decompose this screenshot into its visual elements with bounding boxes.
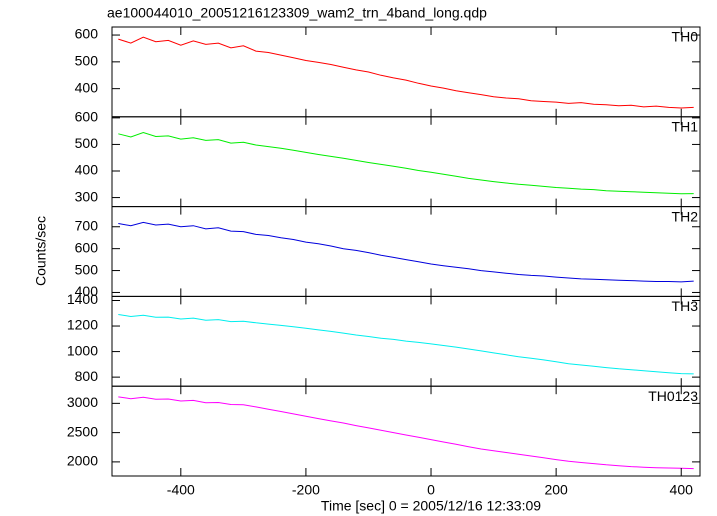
- y-tick-label: 700: [75, 217, 99, 233]
- panel-frame: [111, 206, 701, 297]
- y-tick-label: 600: [75, 26, 99, 42]
- panel-frame: [111, 385, 701, 477]
- panel-frame: [111, 26, 701, 118]
- y-tick-label: 600: [75, 239, 99, 255]
- data-line: [118, 36, 694, 109]
- x-tick-label: 400: [670, 482, 694, 498]
- y-tick-label: 800: [75, 368, 99, 384]
- y-tick-label: 1200: [67, 317, 98, 333]
- y-tick-label: 1000: [67, 342, 98, 358]
- panel-label: TH2: [672, 208, 699, 224]
- y-tick-label: 300: [75, 188, 99, 204]
- y-tick-label: 2500: [67, 423, 98, 439]
- y-tick-label: 500: [75, 135, 99, 151]
- data-line: [118, 314, 694, 375]
- panel-label: TH0123: [648, 388, 698, 404]
- x-tick-label: 200: [544, 482, 568, 498]
- y-tick-label: 500: [75, 53, 99, 69]
- y-tick-label: 400: [75, 283, 99, 299]
- y-tick-label: 600: [75, 109, 99, 125]
- y-tick-label: 3000: [67, 394, 98, 410]
- y-tick-label: 2000: [67, 453, 98, 469]
- chart-title: ae100044010_20051216123309_wam2_trn_4ban…: [107, 5, 487, 21]
- panel-frame: [111, 116, 701, 208]
- data-line: [118, 131, 694, 195]
- data-line: [118, 396, 694, 470]
- panel-label: TH3: [672, 298, 699, 314]
- x-tick-label: 0: [427, 482, 435, 498]
- panel-label: TH1: [672, 119, 699, 135]
- y-tick-label: 500: [75, 261, 99, 277]
- y-tick-label: 1400: [67, 291, 98, 307]
- panel-label: TH0: [672, 29, 699, 45]
- x-tick-label: -200: [292, 482, 320, 498]
- x-axis-label: Time [sec] 0 = 2005/12/16 12:33:09: [321, 498, 541, 514]
- data-line: [118, 221, 694, 283]
- y-axis-label: Counts/sec: [33, 216, 49, 286]
- y-tick-label: 400: [75, 162, 99, 178]
- x-tick-label: -400: [167, 482, 195, 498]
- y-tick-label: 400: [75, 79, 99, 95]
